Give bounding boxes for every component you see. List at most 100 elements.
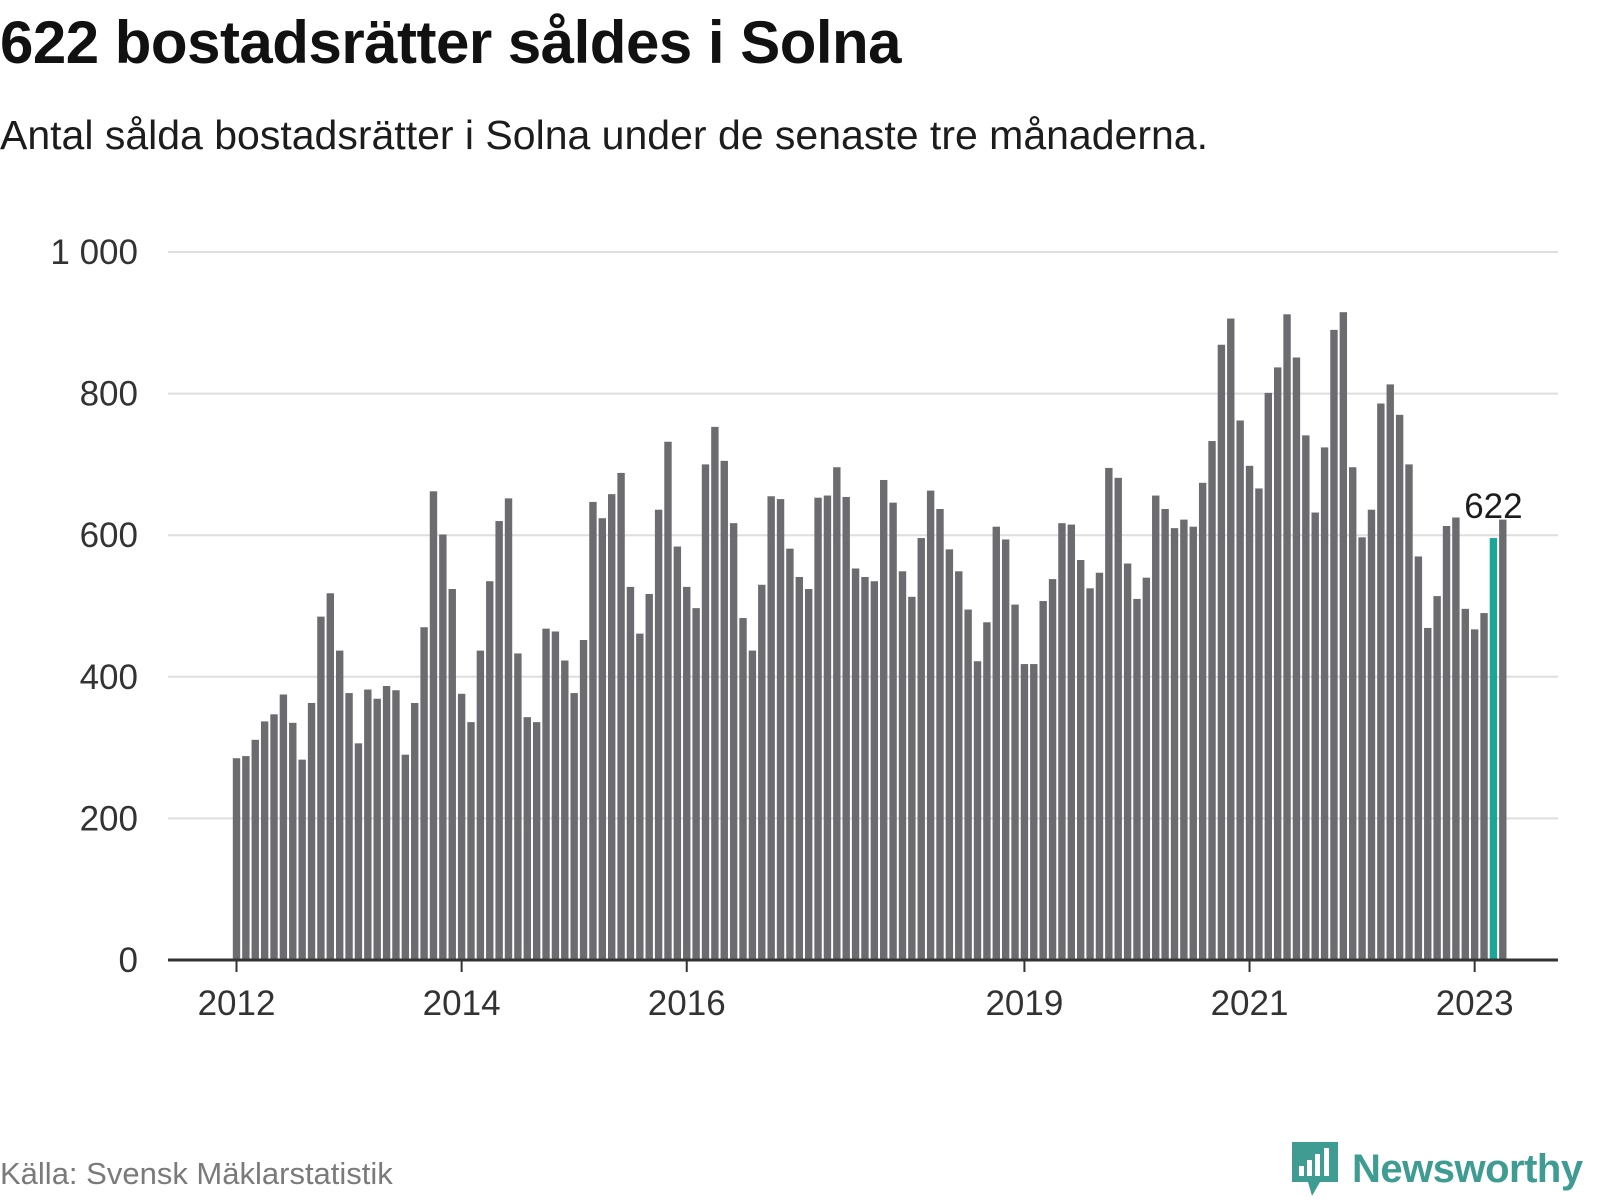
bar — [1339, 312, 1348, 960]
bar — [486, 581, 494, 960]
bar — [767, 496, 775, 960]
bar — [1320, 447, 1329, 960]
bar — [823, 495, 832, 960]
bar — [1349, 467, 1357, 960]
bars — [232, 312, 1507, 961]
bar — [1001, 539, 1010, 960]
y-tick-label: 600 — [80, 516, 138, 555]
bar — [720, 460, 728, 960]
bar — [279, 694, 288, 960]
bar — [467, 722, 475, 960]
bar — [1461, 608, 1469, 960]
bar — [1236, 420, 1244, 960]
bar — [1311, 512, 1319, 960]
bar — [532, 722, 541, 960]
newsworthy-logo-icon — [1292, 1142, 1338, 1196]
bar — [1077, 559, 1085, 960]
bar — [1217, 344, 1226, 960]
bar — [1030, 664, 1038, 960]
bar — [1499, 519, 1507, 960]
bar — [608, 494, 616, 960]
bar — [411, 703, 419, 960]
bar — [833, 467, 841, 960]
bar — [1292, 357, 1301, 960]
bar — [1452, 517, 1460, 960]
bar — [495, 521, 503, 960]
bar — [1245, 465, 1254, 960]
newsworthy-logo[interactable]: Newsworthy — [1290, 1140, 1583, 1198]
bar — [382, 686, 391, 960]
x-tick-label: 2016 — [648, 984, 726, 1023]
bar — [908, 596, 916, 960]
bar — [1123, 563, 1132, 960]
bar — [936, 509, 944, 960]
bar — [420, 627, 428, 960]
bar — [1480, 613, 1488, 960]
bar — [504, 498, 513, 960]
bar — [992, 526, 1000, 960]
bar — [1283, 314, 1291, 960]
x-tick-label: 2012 — [198, 984, 276, 1023]
bar — [1133, 598, 1141, 960]
bar — [1208, 441, 1216, 960]
bar — [439, 534, 447, 960]
bar — [1386, 384, 1394, 960]
bar — [729, 523, 738, 960]
bar — [1358, 537, 1366, 960]
bar — [457, 693, 466, 960]
bar — [401, 754, 410, 960]
y-axis-ticks: 0 200 400 600 800 1 000 — [50, 233, 138, 980]
bar — [307, 703, 316, 960]
bar — [1067, 524, 1076, 960]
bar — [804, 589, 813, 960]
bar — [1152, 495, 1160, 960]
bar — [945, 549, 954, 960]
bar — [476, 650, 485, 960]
bar — [861, 576, 869, 960]
bar — [673, 546, 682, 960]
bar — [617, 472, 625, 960]
bar — [1367, 509, 1376, 960]
bar — [654, 509, 663, 960]
bar — [1048, 579, 1057, 960]
bar — [1198, 482, 1207, 960]
bar — [955, 571, 963, 960]
bar — [917, 538, 925, 960]
bar — [317, 616, 325, 960]
bar — [1442, 526, 1451, 960]
bar — [926, 490, 935, 960]
bar — [1470, 629, 1479, 960]
bar — [392, 690, 400, 960]
bar — [570, 693, 578, 960]
y-tick-label: 800 — [80, 375, 138, 414]
y-tick-label: 400 — [80, 658, 138, 697]
x-tick-label: 2019 — [985, 984, 1063, 1023]
bar — [889, 502, 897, 960]
bar — [1058, 523, 1066, 960]
bar — [870, 581, 879, 960]
bar — [579, 639, 588, 960]
bar — [758, 584, 766, 960]
bar — [448, 589, 456, 960]
bar — [232, 758, 241, 960]
bar — [1161, 509, 1169, 960]
bar — [1405, 464, 1413, 960]
x-tick-label: 2014 — [423, 984, 501, 1023]
bar — [683, 586, 691, 960]
bar-highlight — [1489, 538, 1498, 960]
bar — [645, 593, 653, 960]
bar — [1039, 601, 1047, 960]
bar — [973, 661, 982, 960]
bar — [260, 721, 269, 960]
bar — [251, 739, 259, 960]
bar — [542, 628, 550, 960]
bar — [851, 568, 860, 960]
bar — [1114, 477, 1122, 960]
brand-name: Newsworthy — [1352, 1146, 1583, 1191]
bar — [1273, 367, 1282, 960]
bar — [345, 693, 353, 960]
bar — [1433, 596, 1441, 960]
bar — [786, 548, 794, 960]
bar — [335, 650, 344, 960]
bar — [326, 593, 334, 960]
